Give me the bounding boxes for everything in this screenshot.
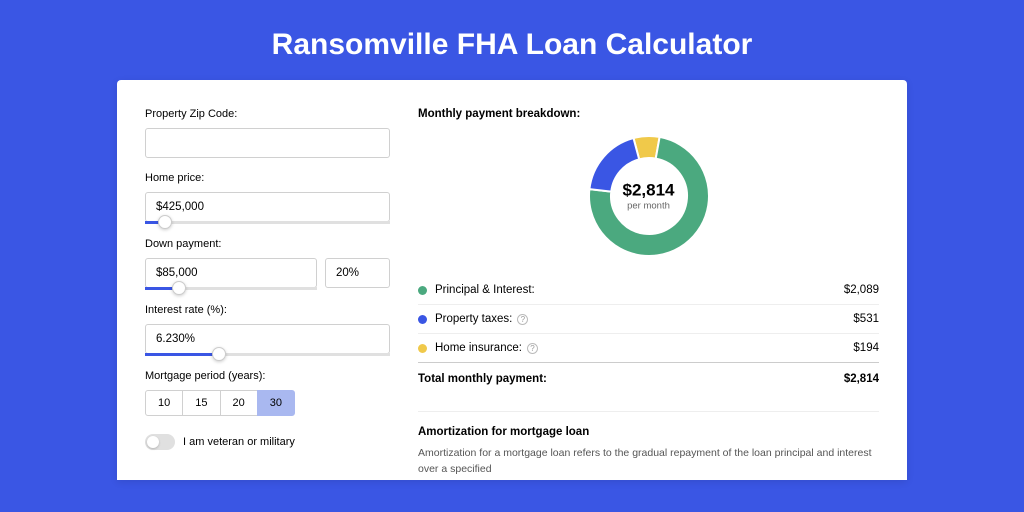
period-btn-20[interactable]: 20 [220, 390, 258, 416]
donut-chart: $2,814 per month [587, 134, 711, 258]
help-icon[interactable]: ? [527, 343, 538, 354]
breakdown-value: $531 [853, 313, 879, 325]
period-label: Mortgage period (years): [145, 370, 390, 382]
down-payment-input[interactable] [145, 258, 317, 288]
breakdown-value: $194 [853, 342, 879, 354]
veteran-label: I am veteran or military [183, 436, 295, 448]
calculator-card: Property Zip Code: Home price: Down paym… [117, 80, 907, 480]
interest-slider[interactable] [145, 353, 390, 356]
breakdown-row: Home insurance:?$194 [418, 333, 879, 362]
veteran-row: I am veteran or military [145, 434, 390, 450]
breakdown-panel: Monthly payment breakdown: $2,814 per mo… [418, 108, 879, 480]
interest-input[interactable] [145, 324, 390, 354]
interest-group: Interest rate (%): [145, 304, 390, 356]
down-payment-pct-input[interactable] [325, 258, 390, 288]
donut-sub: per month [623, 201, 675, 212]
breakdown-title: Monthly payment breakdown: [418, 108, 879, 120]
total-value: $2,814 [844, 373, 879, 385]
breakdown-label: Home insurance:? [435, 342, 853, 354]
breakdown-value: $2,089 [844, 284, 879, 296]
home-price-label: Home price: [145, 172, 390, 184]
breakdown-row: Property taxes:?$531 [418, 304, 879, 333]
period-group: Mortgage period (years): 10152030 [145, 370, 390, 416]
period-btn-10[interactable]: 10 [145, 390, 183, 416]
amortization-text: Amortization for a mortgage loan refers … [418, 446, 879, 478]
down-payment-slider[interactable] [145, 287, 317, 290]
total-label: Total monthly payment: [418, 373, 844, 385]
breakdown-label: Principal & Interest: [435, 284, 844, 296]
home-price-input[interactable] [145, 192, 390, 222]
legend-dot [418, 344, 427, 353]
legend-dot [418, 315, 427, 324]
veteran-toggle[interactable] [145, 434, 175, 450]
breakdown-rows: Principal & Interest:$2,089Property taxe… [418, 276, 879, 362]
interest-label: Interest rate (%): [145, 304, 390, 316]
amortization-title: Amortization for mortgage loan [418, 426, 879, 438]
home-price-slider[interactable] [145, 221, 390, 224]
period-btn-15[interactable]: 15 [182, 390, 220, 416]
amortization-section: Amortization for mortgage loan Amortizat… [418, 411, 879, 478]
breakdown-label: Property taxes:? [435, 313, 853, 325]
zip-input[interactable] [145, 128, 390, 158]
legend-dot [418, 286, 427, 295]
zip-group: Property Zip Code: [145, 108, 390, 158]
period-buttons: 10152030 [145, 390, 390, 416]
donut-wrap: $2,814 per month [418, 134, 879, 258]
period-btn-30[interactable]: 30 [257, 390, 295, 416]
donut-center: $2,814 per month [623, 181, 675, 212]
toggle-knob [147, 436, 159, 448]
donut-amount: $2,814 [623, 181, 675, 201]
home-price-group: Home price: [145, 172, 390, 224]
help-icon[interactable]: ? [517, 314, 528, 325]
zip-label: Property Zip Code: [145, 108, 390, 120]
inputs-panel: Property Zip Code: Home price: Down paym… [145, 108, 390, 480]
total-row: Total monthly payment: $2,814 [418, 362, 879, 393]
down-payment-group: Down payment: [145, 238, 390, 290]
page-title: Ransomville FHA Loan Calculator [0, 0, 1024, 80]
breakdown-row: Principal & Interest:$2,089 [418, 276, 879, 304]
down-payment-label: Down payment: [145, 238, 390, 250]
